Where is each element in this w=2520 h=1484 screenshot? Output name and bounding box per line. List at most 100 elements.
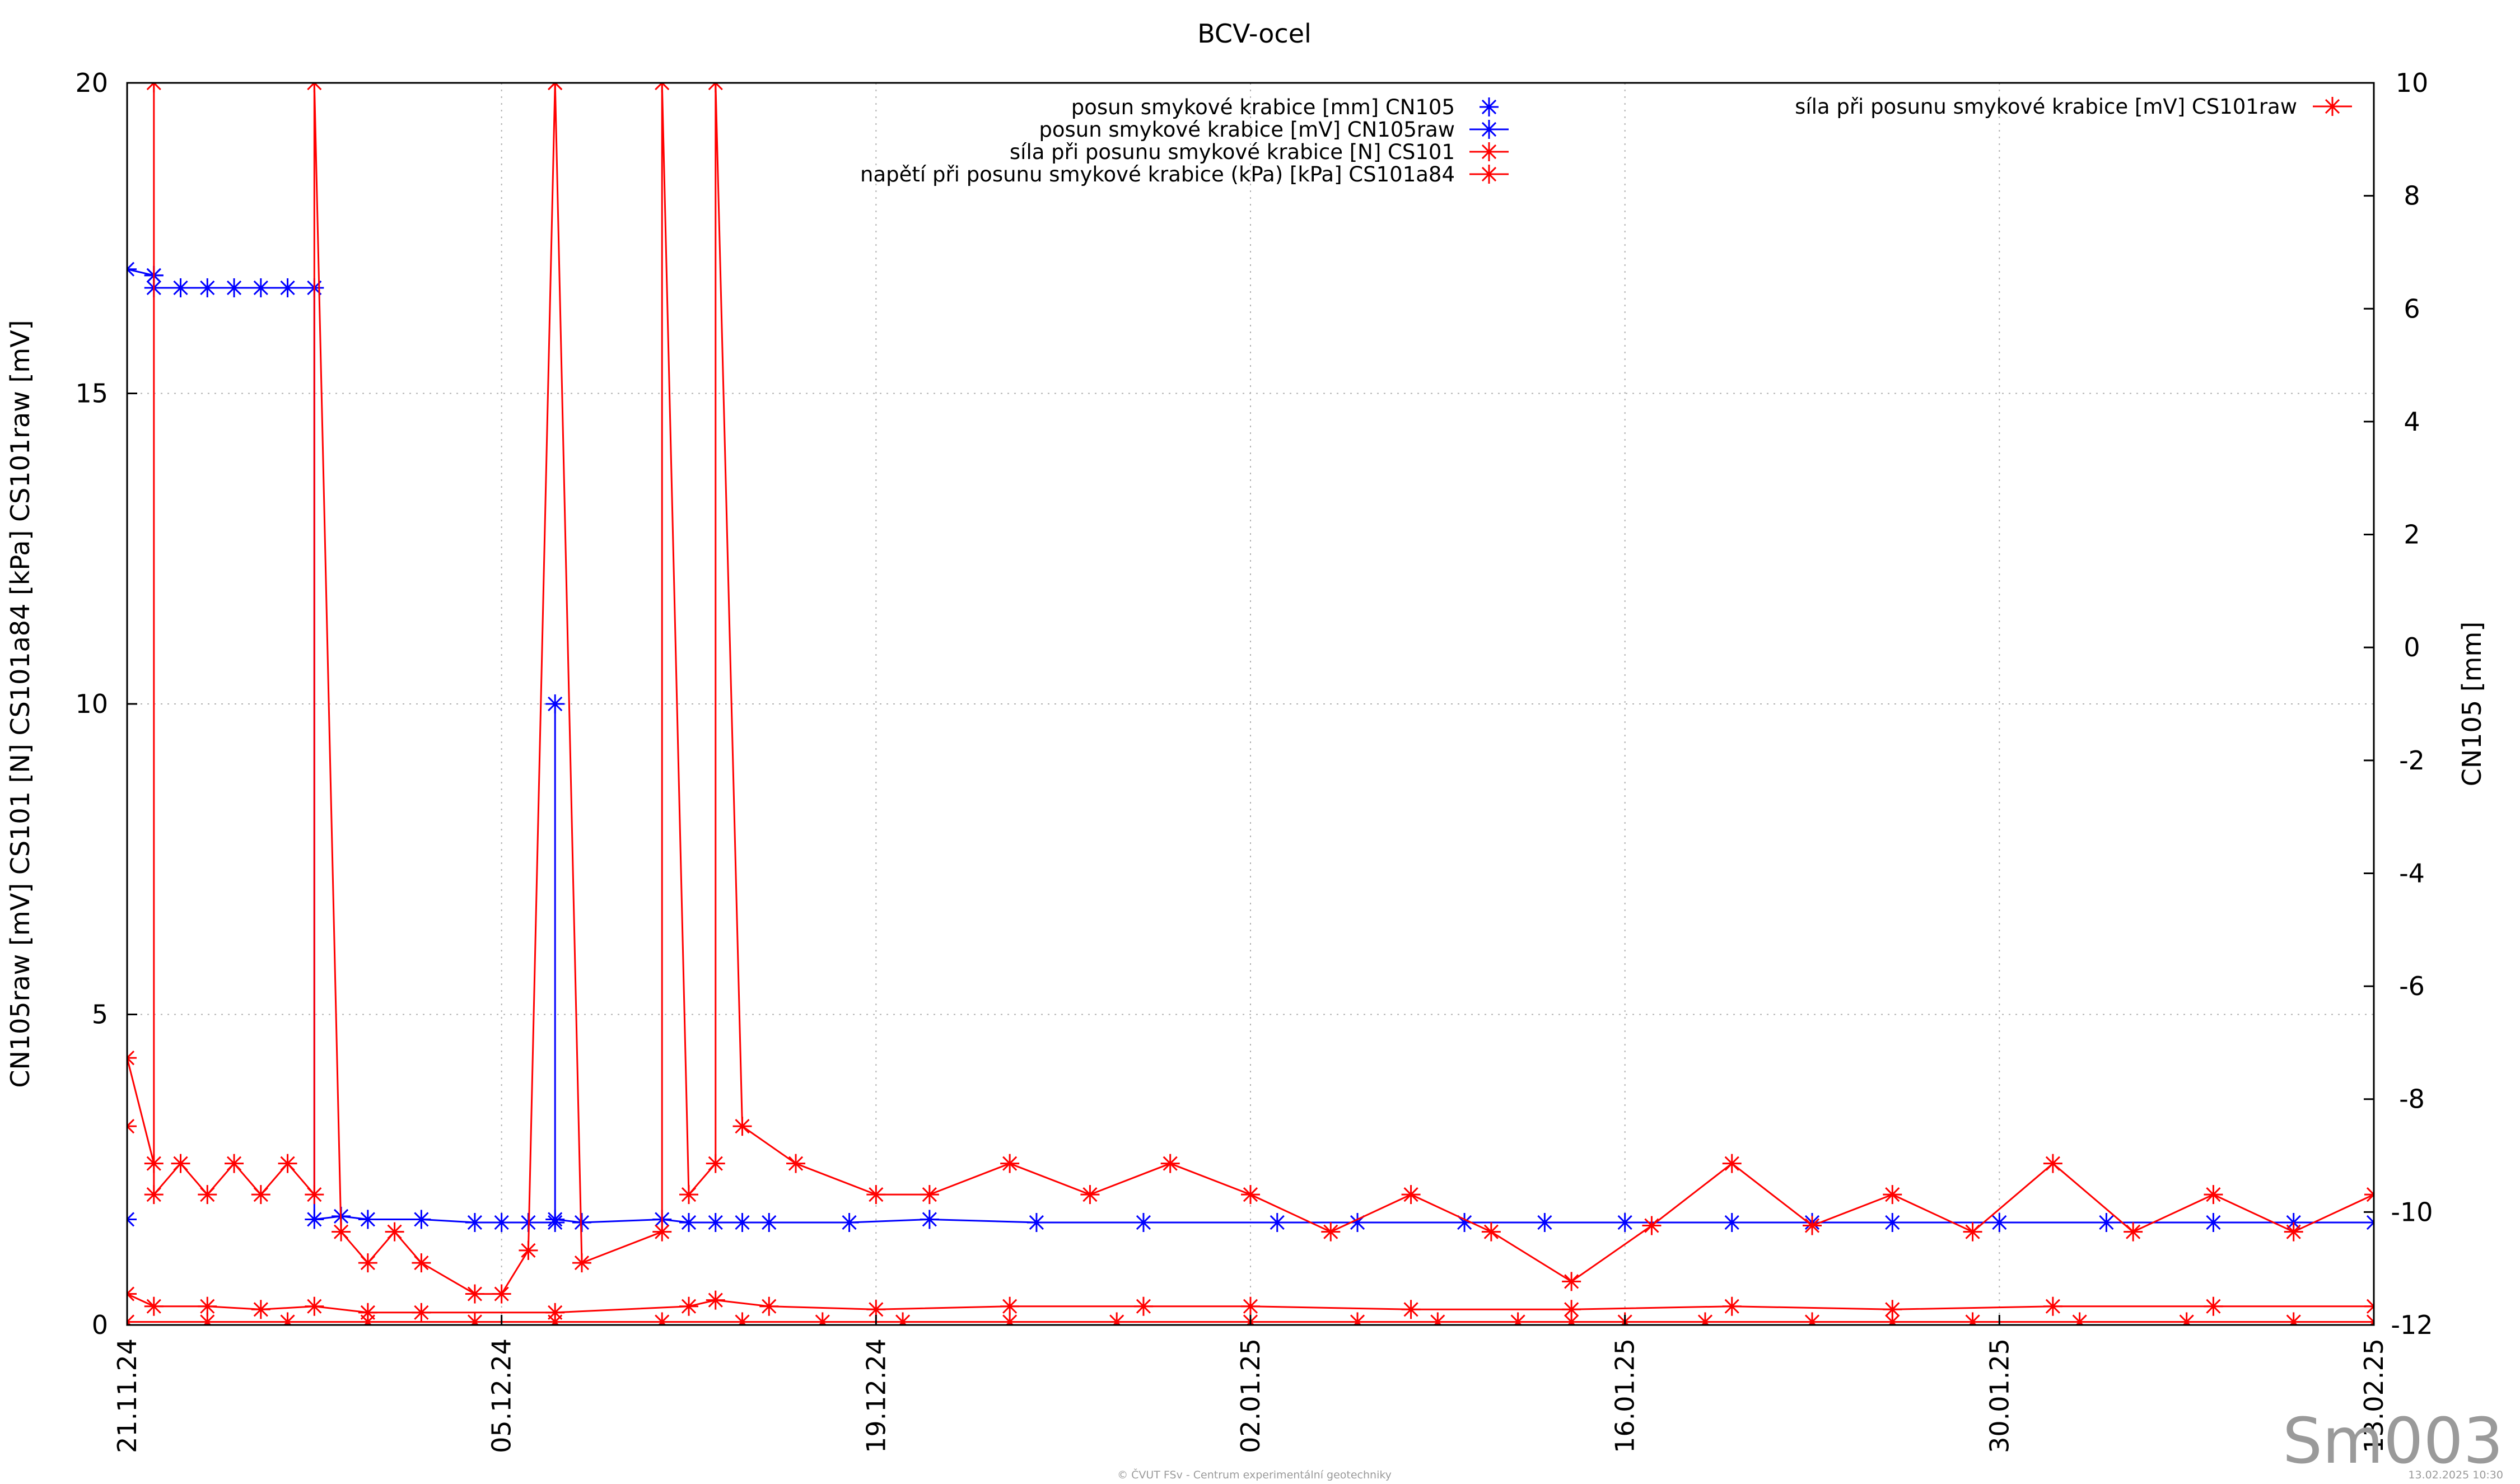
series-point-1 xyxy=(1562,1272,1581,1291)
series-point-2-stroke xyxy=(127,1292,135,1301)
y-axis-label: CN105raw [mV] CS101 [N] CS101a84 [kPa] C… xyxy=(5,320,35,1088)
legend-swatch-marker xyxy=(1480,142,1499,161)
x-axis: 21.11.24 05.12.24 19.12.24 02.01.25 16.01.25… xyxy=(112,1315,2389,1453)
series-point-0 xyxy=(2097,1213,2116,1233)
series-point-2 xyxy=(127,1284,137,1304)
series-point-2-stroke xyxy=(869,1302,884,1317)
series-point-3-stroke xyxy=(1112,1314,1124,1325)
series-point-3 xyxy=(1695,1312,1715,1325)
series-point-2-stroke xyxy=(146,1299,161,1314)
series-point-3-stroke xyxy=(657,1314,670,1325)
series-point-0-stroke xyxy=(253,280,268,296)
series-point-3-stroke xyxy=(738,1314,750,1325)
series-point-1-stroke xyxy=(788,1156,804,1171)
series-point-1-stroke xyxy=(253,1187,268,1202)
series-point-3 xyxy=(813,1312,832,1325)
series-point-1 xyxy=(866,1185,886,1205)
series-point-0 xyxy=(465,1213,484,1233)
series-point-1 xyxy=(572,1253,591,1273)
series-point-3 xyxy=(1428,1312,1448,1325)
series-point-2 xyxy=(1722,1296,1742,1316)
series-point-1-stroke xyxy=(922,1187,937,1202)
series-point-2-stroke xyxy=(1136,1299,1151,1314)
series-point-0 xyxy=(278,278,297,297)
series-point-1 xyxy=(225,1154,244,1173)
series-point-1-stroke xyxy=(1804,1218,1820,1233)
series-point-3 xyxy=(1883,1312,1902,1325)
series-point-1-stroke xyxy=(146,1156,161,1171)
series-point-1-stroke xyxy=(280,1156,295,1171)
x-tick-label: 21.11.24 xyxy=(112,1338,142,1453)
legend-label: posun smykové krabice [mV] CN105raw xyxy=(1039,118,1455,142)
y2-tick-label: 0 xyxy=(2404,632,2420,662)
series-point-0 xyxy=(545,1210,565,1229)
series-point-3 xyxy=(465,1312,484,1325)
series-point-1-stroke xyxy=(146,1187,161,1202)
series-point-3 xyxy=(2177,1312,2196,1325)
series-point-1-stroke xyxy=(127,1124,135,1134)
series-point-1-stroke xyxy=(2286,1224,2301,1239)
legend-swatch-marker xyxy=(1480,97,1499,116)
series-point-2-stroke xyxy=(1724,1299,1739,1314)
series-point-3 xyxy=(358,1312,377,1325)
series-point-0-stroke xyxy=(681,1215,697,1230)
series-point-1-stroke xyxy=(467,1286,482,1301)
series-point-0-stroke xyxy=(1029,1215,1044,1230)
series-point-1 xyxy=(171,1154,190,1173)
series-point-0 xyxy=(1615,1213,1635,1233)
series-point-1-stroke xyxy=(655,1224,670,1239)
series-point-1 xyxy=(920,1185,939,1205)
series-point-0 xyxy=(572,1213,591,1233)
series-point-0 xyxy=(1722,1213,1742,1233)
series-point-1-stroke xyxy=(708,83,717,91)
y2-tick-label: 2 xyxy=(2404,520,2420,550)
series-point-1-stroke xyxy=(574,1256,590,1271)
series-point-1-stroke xyxy=(127,1057,135,1066)
series-point-2 xyxy=(198,1296,217,1316)
series-point-3 xyxy=(1803,1312,1822,1325)
series-point-2-stroke xyxy=(2045,1299,2060,1314)
series-point-2-stroke xyxy=(762,1299,777,1314)
y2-tick-label: -8 xyxy=(2399,1084,2425,1114)
series-point-1 xyxy=(1481,1222,1501,1242)
series-point-0 xyxy=(545,694,565,713)
series-point-3 xyxy=(1348,1312,1368,1325)
series-point-3 xyxy=(2070,1312,2089,1325)
series-point-1-stroke xyxy=(521,1243,536,1258)
series-point-1-stroke xyxy=(1323,1224,1338,1239)
series-point-3-stroke xyxy=(1701,1314,1713,1325)
footer-timestamp: 13.02.2025 10:30 xyxy=(2408,1469,2503,1481)
series-point-0 xyxy=(732,1213,752,1233)
series-point-1 xyxy=(492,1284,511,1304)
series-point-0 xyxy=(1026,1213,1046,1233)
series-point-0-stroke xyxy=(2206,1215,2221,1230)
series-point-1 xyxy=(2124,1222,2143,1242)
series-point-1 xyxy=(127,1117,137,1136)
series-point-1 xyxy=(1080,1185,1100,1205)
series-point-3 xyxy=(652,1312,672,1325)
series-point-0 xyxy=(706,1213,725,1233)
series-point-3-stroke xyxy=(1353,1314,1365,1325)
series-point-0-stroke xyxy=(1457,1215,1472,1230)
series-point-0 xyxy=(1133,1213,1153,1233)
legend-swatch-marker xyxy=(1480,165,1499,184)
series-point-2 xyxy=(759,1296,779,1316)
series-point-2 xyxy=(2364,1296,2374,1316)
series-point-3-stroke xyxy=(1808,1314,1820,1325)
series-point-1 xyxy=(1160,1154,1180,1173)
series-point-1-stroke xyxy=(1644,1218,1659,1233)
series-point-2 xyxy=(2043,1296,2062,1316)
series-point-0-stroke xyxy=(360,1212,375,1227)
legend-swatch-marker-stroke xyxy=(1481,122,1497,137)
series-point-0-stroke xyxy=(2366,1215,2374,1224)
series-point-2 xyxy=(1401,1300,1421,1319)
series-point-1-stroke xyxy=(2206,1187,2221,1202)
series-point-3 xyxy=(1963,1312,1982,1325)
legend-swatch-marker-stroke xyxy=(2325,99,2340,114)
y2-tick-label: 8 xyxy=(2404,181,2420,211)
series-point-0-stroke xyxy=(307,1212,322,1227)
series-point-1-stroke xyxy=(714,83,723,91)
series-point-0-stroke xyxy=(842,1215,857,1230)
series-point-0-stroke xyxy=(127,1212,135,1221)
